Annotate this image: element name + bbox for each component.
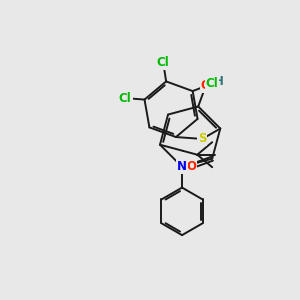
Text: Cl: Cl xyxy=(119,92,132,105)
Text: H: H xyxy=(214,75,224,88)
Text: O: O xyxy=(186,160,196,173)
Text: S: S xyxy=(198,133,206,146)
Text: Cl: Cl xyxy=(157,56,169,69)
Text: N: N xyxy=(177,160,187,173)
Text: Cl: Cl xyxy=(206,77,218,90)
Text: O: O xyxy=(201,79,211,92)
